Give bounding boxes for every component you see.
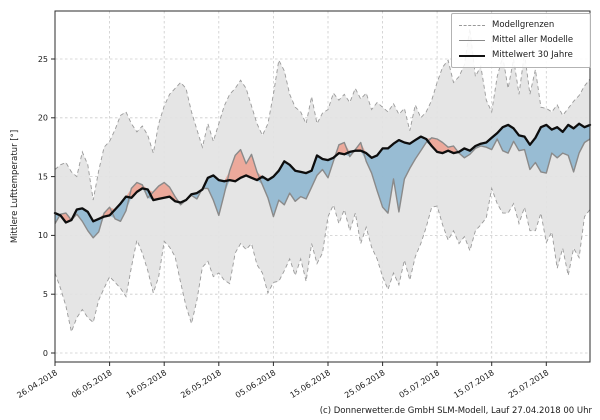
model-min-line (54, 186, 591, 334)
dashed-line-icon (459, 25, 485, 26)
solid-line-icon (459, 40, 485, 41)
y-tick-label: 10 (38, 231, 48, 240)
model-range-band (55, 28, 590, 332)
x-tick-label: 26.04.2018 (15, 368, 59, 400)
y-tick-label: 5 (43, 290, 48, 299)
legend-row-mittel-aller-modelle: Mittel aller Modelle (459, 33, 584, 48)
x-tick-label: 15.06.2018 (288, 368, 332, 400)
legend-row-mittelwert-30-jahre: Mittelwert 30 Jahre (459, 48, 584, 63)
legend-row-modellgrenzen: Modellgrenzen (459, 18, 584, 33)
chart-legend: Modellgrenzen Mittel aller Modelle Mitte… (451, 13, 591, 68)
x-tick-label: 26.05.2018 (179, 368, 223, 400)
legend-label: Mittelwert 30 Jahre (492, 50, 573, 60)
y-tick-label: 25 (38, 55, 48, 64)
mean-30y-line (53, 122, 592, 224)
x-tick-label: 25.06.2018 (343, 368, 387, 400)
x-tick-label: 16.05.2018 (125, 368, 169, 400)
x-tick-label: 05.07.2018 (398, 368, 442, 400)
y-tick-label: 15 (38, 172, 48, 181)
x-tick-label: 25.07.2018 (507, 368, 551, 400)
x-tick-label: 15.07.2018 (452, 368, 496, 400)
above-normal-fill (55, 123, 590, 223)
legend-label: Mittel aller Modelle (492, 35, 574, 45)
x-tick-label: 05.06.2018 (234, 368, 278, 400)
x-tick-label: 06.05.2018 (70, 368, 114, 400)
y-axis-label: Mittlere Lufttemperatur [°] (10, 130, 20, 243)
plot-border (54, 10, 591, 363)
y-tick-label: 0 (43, 349, 48, 358)
copyright-credit: (c) Donnerwetter.de GmbH SLM-Modell, Lau… (319, 406, 592, 416)
legend-label: Modellgrenzen (492, 20, 555, 30)
thick-line-icon (459, 54, 485, 57)
y-tick-label: 20 (38, 114, 48, 123)
